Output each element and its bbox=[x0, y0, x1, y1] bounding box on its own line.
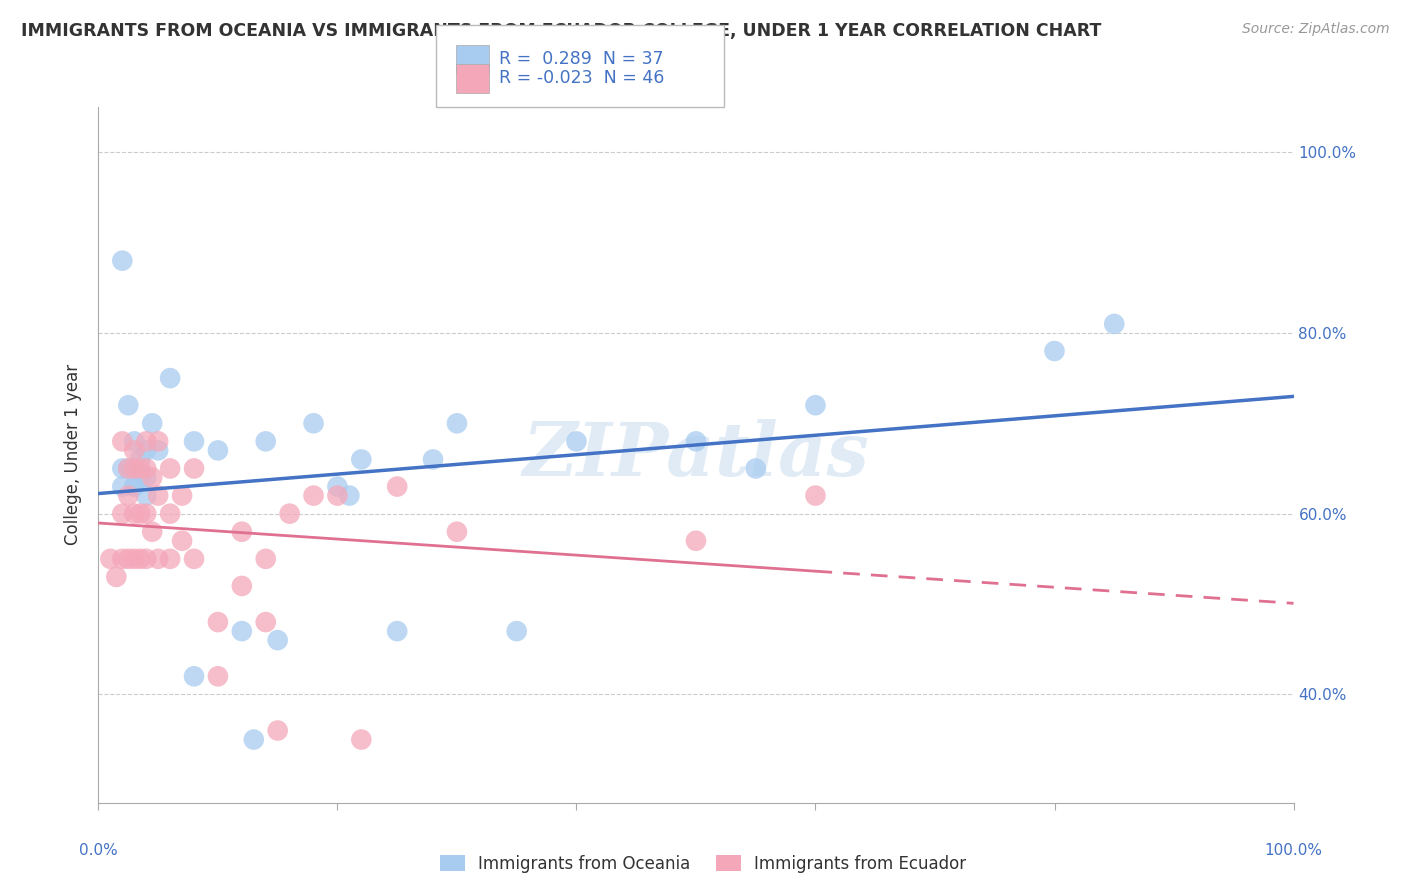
Y-axis label: College, Under 1 year: College, Under 1 year bbox=[65, 364, 83, 546]
Text: R =  0.289  N = 37: R = 0.289 N = 37 bbox=[499, 50, 664, 68]
Text: Source: ZipAtlas.com: Source: ZipAtlas.com bbox=[1241, 22, 1389, 37]
Point bbox=[385, 479, 409, 493]
Point bbox=[111, 479, 134, 493]
Point bbox=[685, 533, 707, 548]
Legend: Immigrants from Oceania, Immigrants from Ecuador: Immigrants from Oceania, Immigrants from… bbox=[433, 848, 973, 880]
Point bbox=[350, 732, 373, 747]
Point bbox=[172, 489, 194, 503]
Point bbox=[1043, 344, 1066, 359]
Point bbox=[254, 434, 277, 449]
Point bbox=[254, 551, 277, 566]
Point bbox=[129, 470, 152, 484]
Point bbox=[124, 507, 146, 521]
Point bbox=[117, 551, 139, 566]
Point bbox=[231, 579, 253, 593]
Point bbox=[159, 371, 181, 385]
Point bbox=[350, 452, 373, 467]
Point bbox=[278, 507, 301, 521]
Text: R = -0.023  N = 46: R = -0.023 N = 46 bbox=[499, 70, 665, 87]
Point bbox=[159, 461, 181, 475]
Point bbox=[148, 551, 170, 566]
Point bbox=[129, 452, 152, 467]
Point bbox=[565, 434, 588, 449]
Point bbox=[339, 489, 361, 503]
Point bbox=[135, 461, 157, 475]
Point bbox=[183, 461, 205, 475]
Point bbox=[1104, 317, 1126, 331]
Point bbox=[124, 434, 146, 449]
Point bbox=[148, 434, 170, 449]
Point bbox=[385, 624, 409, 639]
Point bbox=[135, 551, 157, 566]
Point bbox=[124, 461, 146, 475]
Point bbox=[207, 443, 229, 458]
Point bbox=[172, 533, 194, 548]
Point bbox=[111, 461, 134, 475]
Point bbox=[135, 443, 157, 458]
Point bbox=[117, 461, 139, 475]
Point bbox=[506, 624, 529, 639]
Point bbox=[302, 417, 325, 431]
Point bbox=[254, 615, 277, 629]
Point bbox=[135, 434, 157, 449]
Point bbox=[141, 417, 163, 431]
Point bbox=[231, 524, 253, 539]
Text: 0.0%: 0.0% bbox=[79, 844, 118, 858]
Text: 100.0%: 100.0% bbox=[1264, 844, 1323, 858]
Point bbox=[124, 551, 146, 566]
Point bbox=[148, 489, 170, 503]
Point bbox=[98, 551, 122, 566]
Point bbox=[129, 551, 152, 566]
Point bbox=[159, 551, 181, 566]
Point bbox=[111, 434, 134, 449]
Point bbox=[745, 461, 768, 475]
Point bbox=[302, 489, 325, 503]
Text: IMMIGRANTS FROM OCEANIA VS IMMIGRANTS FROM ECUADOR COLLEGE, UNDER 1 YEAR CORRELA: IMMIGRANTS FROM OCEANIA VS IMMIGRANTS FR… bbox=[21, 22, 1101, 40]
Point bbox=[804, 489, 827, 503]
Point bbox=[135, 507, 157, 521]
Point bbox=[804, 398, 827, 412]
Point bbox=[422, 452, 444, 467]
Point bbox=[135, 470, 157, 484]
Point bbox=[117, 398, 139, 412]
Point bbox=[129, 507, 152, 521]
Point bbox=[326, 479, 349, 493]
Point bbox=[446, 417, 468, 431]
Point bbox=[117, 489, 139, 503]
Point bbox=[141, 524, 163, 539]
Point bbox=[159, 507, 181, 521]
Point bbox=[267, 723, 290, 738]
Point bbox=[111, 551, 134, 566]
Point bbox=[111, 507, 134, 521]
Point bbox=[141, 470, 163, 484]
Point bbox=[183, 551, 205, 566]
Point bbox=[685, 434, 707, 449]
Point bbox=[183, 434, 205, 449]
Point bbox=[231, 624, 253, 639]
Point bbox=[124, 479, 146, 493]
Point bbox=[446, 524, 468, 539]
Point bbox=[183, 669, 205, 683]
Point bbox=[124, 443, 146, 458]
Point bbox=[148, 443, 170, 458]
Point bbox=[207, 669, 229, 683]
Point bbox=[111, 253, 134, 268]
Point bbox=[207, 615, 229, 629]
Point bbox=[117, 461, 139, 475]
Text: ZIPatlas: ZIPatlas bbox=[523, 418, 869, 491]
Point bbox=[129, 461, 152, 475]
Point bbox=[243, 732, 266, 747]
Point bbox=[267, 633, 290, 648]
Point bbox=[124, 479, 146, 493]
Point bbox=[105, 570, 128, 584]
Point bbox=[135, 489, 157, 503]
Point bbox=[326, 489, 349, 503]
